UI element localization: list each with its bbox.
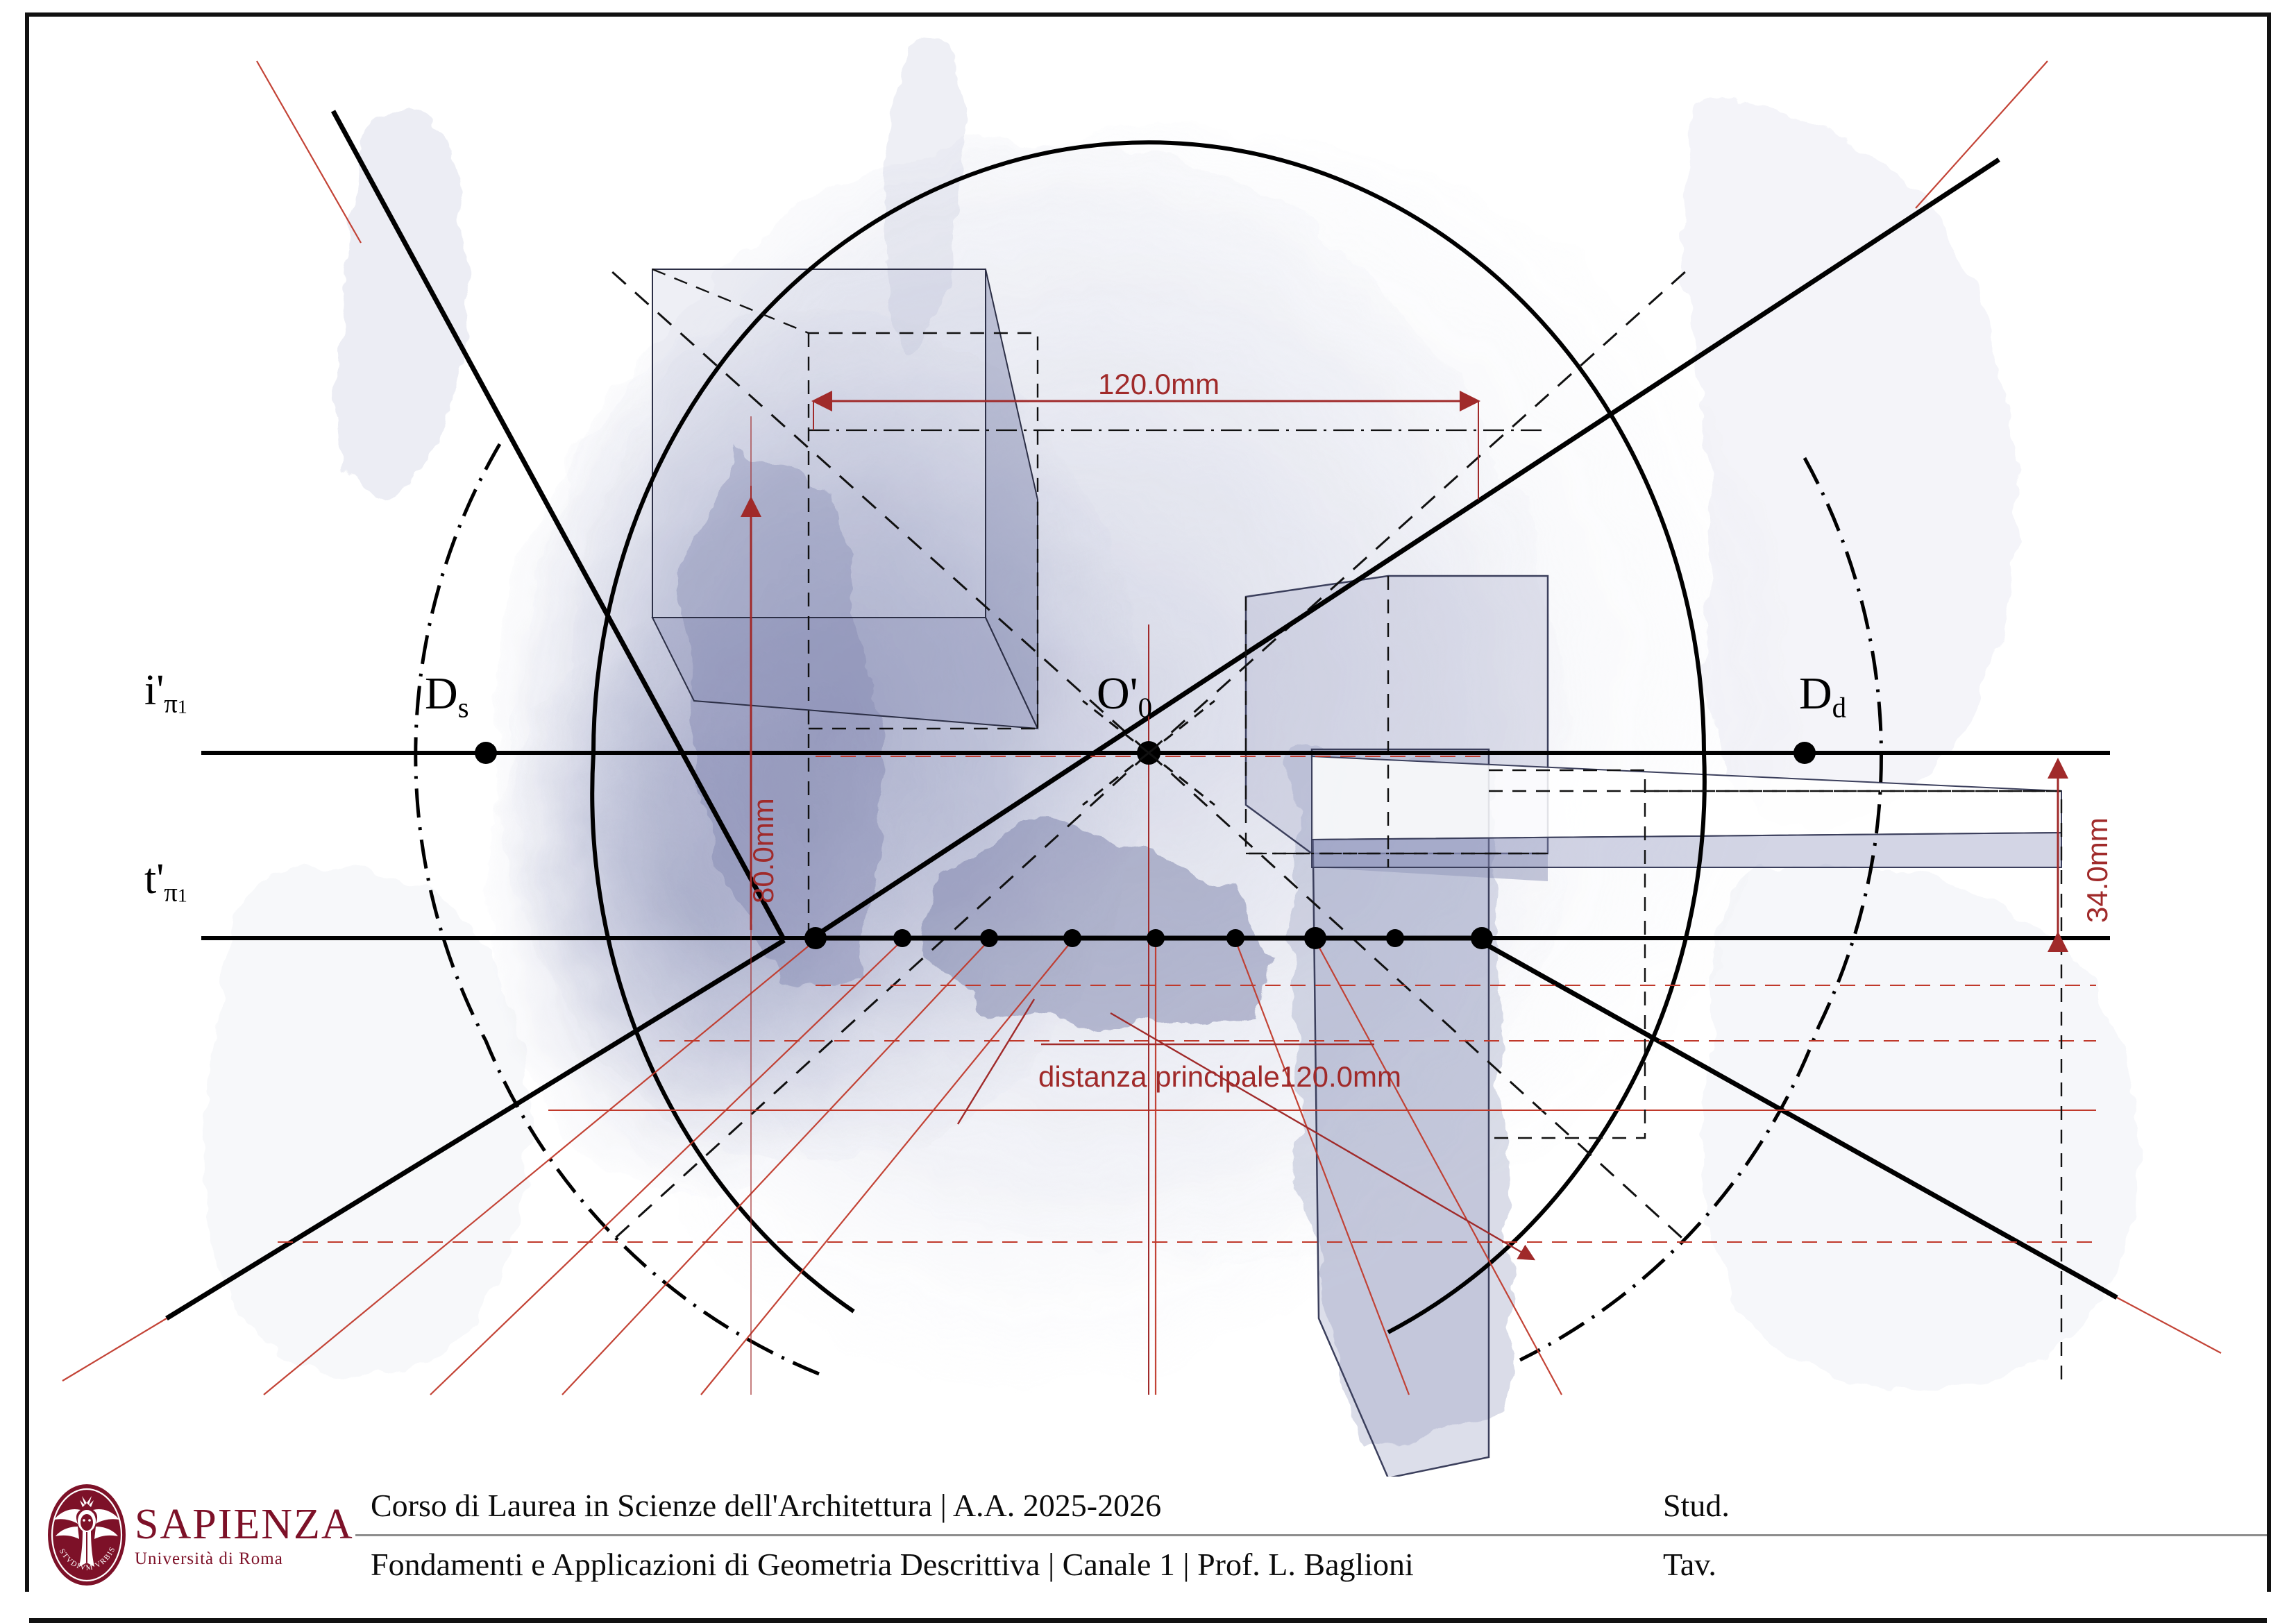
dimension-label-principal-distance: distanza principale120.0mm — [1038, 1060, 1401, 1093]
label-horizon-base: i' — [144, 667, 164, 714]
sheet-frame — [25, 12, 2271, 1592]
sapienza-seal-icon: STVDIVM VRBIS — [48, 1484, 126, 1586]
title-block-row-bottom: Fondamenti e Applicazioni di Geometria D… — [355, 1536, 2267, 1594]
wordmark-main: SAPIENZA — [135, 1500, 354, 1548]
hidden-edges — [652, 268, 2063, 1388]
dimension-label-width: 120.0mm — [1098, 368, 1220, 400]
label-Dd-sub: d — [1832, 692, 1847, 724]
student-field-label[interactable]: Stud. — [1663, 1487, 1730, 1523]
label-horizon-line: i'π1 — [144, 666, 187, 720]
label-horizon-sub2: 1 — [177, 696, 187, 718]
point-ground-1 — [804, 927, 827, 949]
table-field-label[interactable]: Tav. — [1663, 1547, 1716, 1583]
label-Ds-base: D — [425, 668, 458, 719]
title-block-text: Corso di Laurea in Scienze dell'Architet… — [355, 1477, 2267, 1593]
node-points — [475, 741, 1816, 949]
university-logo: STVDIVM VRBIS SAPIENZA Università di Rom… — [29, 1477, 355, 1593]
label-O0-sub: 0 — [1138, 692, 1153, 724]
dimension-120mm — [811, 391, 1480, 500]
point-Dd — [1793, 742, 1816, 764]
principal-diagonals — [165, 110, 2118, 1320]
point-ground-5 — [1147, 929, 1165, 947]
label-ground-sub: π — [164, 878, 178, 908]
title-block-baseline — [29, 1618, 2267, 1623]
label-principal-point: O'0 — [1097, 668, 1152, 724]
label-ground-sub2: 1 — [177, 885, 187, 907]
point-ground-6 — [1226, 929, 1244, 947]
point-ground-2 — [893, 929, 911, 947]
label-distance-point-left: Ds — [425, 668, 469, 724]
point-Ds — [475, 742, 497, 764]
point-ground-4 — [1063, 929, 1081, 947]
title-block-row-top: Corso di Laurea in Scienze dell'Architet… — [355, 1477, 2267, 1536]
label-Dd-base: D — [1799, 668, 1832, 719]
point-ground-8 — [1386, 929, 1404, 947]
label-distance-point-right: Dd — [1799, 668, 1846, 724]
label-ground-base: t' — [144, 856, 164, 903]
dimension-principal-distance — [956, 999, 1536, 1261]
point-ground-7 — [1304, 927, 1326, 949]
label-O0-base: O' — [1097, 668, 1138, 719]
red-extension-rays — [62, 60, 2222, 1395]
sapienza-wordmark: SAPIENZA Università di Roma — [135, 1503, 354, 1567]
subject-line: Fondamenti e Applicazioni di Geometria D… — [371, 1547, 1414, 1583]
point-ground-3 — [980, 929, 998, 947]
o-point-ticks — [1082, 699, 1215, 806]
course-line: Corso di Laurea in Scienze dell'Architet… — [371, 1487, 1162, 1523]
perspective-solids — [651, 269, 2062, 1479]
label-ground-line: t'π1 — [144, 855, 187, 908]
distance-circle — [590, 140, 1707, 1334]
center-lines — [809, 429, 1548, 855]
title-block: STVDIVM VRBIS SAPIENZA Università di Rom… — [29, 1477, 2267, 1593]
wordmark-sub: Università di Roma — [135, 1549, 283, 1568]
point-ground-9 — [1471, 927, 1493, 949]
label-Ds-sub: s — [457, 692, 469, 724]
label-horizon-sub: π — [164, 689, 178, 719]
